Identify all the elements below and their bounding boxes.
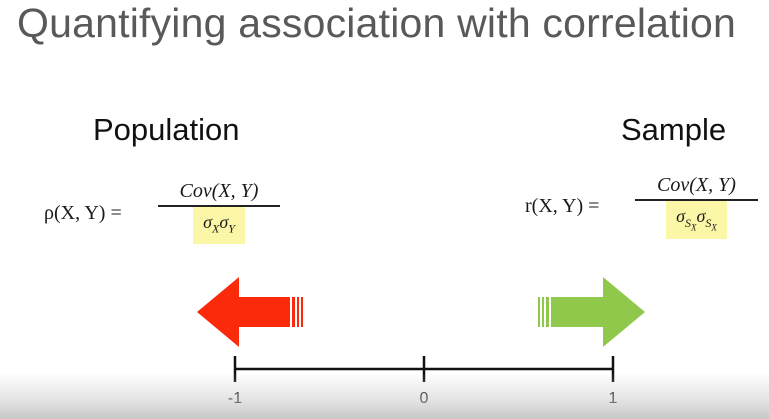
subscript: Y	[228, 221, 235, 236]
population-numerator: Cov(X, Y)	[179, 180, 259, 202]
sigma-symbol: σ	[203, 212, 212, 232]
left-arrow-icon	[197, 277, 303, 347]
tick-label: -1	[228, 390, 242, 407]
subscript: SX	[685, 215, 697, 232]
sample-formula-lhs: r(X, Y) =	[525, 195, 600, 217]
number-line-ticks: -1 0 1	[228, 356, 618, 407]
sample-fraction-bar	[635, 199, 758, 201]
subsubscript: X	[711, 221, 717, 232]
sample-fraction: Cov(X, Y) σSXσSX	[635, 174, 758, 239]
subscript-s: S	[705, 215, 712, 230]
sample-heading: Sample	[621, 112, 727, 147]
subscript: X	[211, 221, 220, 236]
population-heading: Population	[93, 112, 240, 147]
population-formula-lhs: ρ(X, Y) =	[44, 202, 122, 224]
subscript-s: S	[685, 215, 691, 230]
right-arrow-icon	[538, 277, 645, 347]
subscript: SX	[705, 215, 717, 232]
sigma-symbol: σ	[676, 206, 685, 226]
sample-denominator: σSXσSX	[666, 201, 727, 239]
tick-label: 1	[609, 390, 618, 407]
population-fraction: Cov(X, Y) σXσY	[158, 180, 280, 244]
slide-title: Quantifying association with correlation	[17, 0, 737, 46]
population-fraction-bar	[158, 205, 280, 207]
subsubscript: X	[691, 221, 697, 232]
sigma-symbol: σ	[696, 206, 706, 226]
tick-label: 0	[420, 390, 429, 407]
population-denominator: σXσY	[193, 207, 245, 244]
sample-numerator: Cov(X, Y)	[657, 174, 736, 196]
sigma-symbol: σ	[219, 212, 229, 232]
